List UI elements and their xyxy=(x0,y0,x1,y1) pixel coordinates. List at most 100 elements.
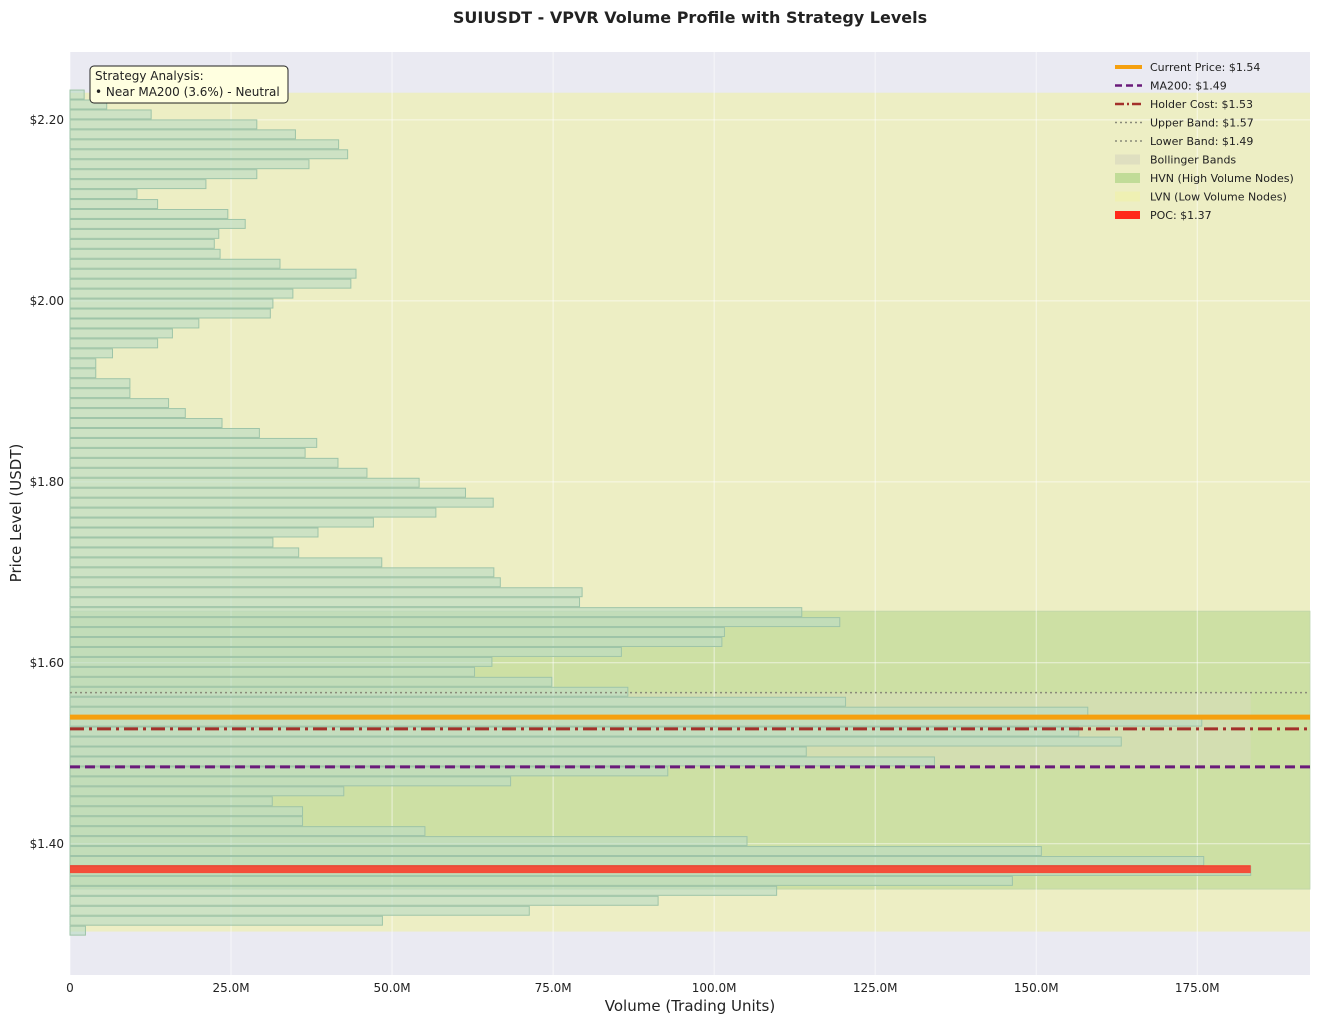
volume-bar xyxy=(69,328,173,339)
legend-entry: Holder Cost: $1.53 xyxy=(1150,98,1253,111)
volume-bar xyxy=(69,228,220,239)
x-tick-label: 0 xyxy=(66,981,74,995)
volume-bar xyxy=(69,89,85,100)
volume-bar xyxy=(69,119,258,130)
volume-bar xyxy=(69,537,274,548)
volume-bar xyxy=(69,836,748,847)
volume-bar xyxy=(69,676,553,687)
y-axis-ticks: $1.40 $1.60 $1.80 $2.00 $2.20 xyxy=(30,113,64,851)
volume-bar xyxy=(69,427,260,438)
y-tick-label: $1.80 xyxy=(30,475,64,489)
volume-bar xyxy=(69,786,345,797)
legend-entry: Bollinger Bands xyxy=(1150,154,1236,167)
volume-bar xyxy=(69,646,622,657)
volume-bar xyxy=(69,637,723,647)
legend-entry: HVN (High Volume Nodes) xyxy=(1150,172,1294,185)
legend-swatch xyxy=(1115,211,1140,219)
legend: Current Price: $1.54 MA200: $1.49 Holder C… xyxy=(1115,61,1294,222)
volume-bar xyxy=(69,318,200,329)
y-tick-label: $2.20 xyxy=(30,113,64,127)
x-tick-label: 175.0M xyxy=(1175,981,1220,995)
chart-title: SUIUSDT - VPVR Volume Profile with Strat… xyxy=(453,8,927,27)
volume-bar xyxy=(69,368,97,379)
volume-bar xyxy=(69,547,300,558)
volume-bar xyxy=(69,209,229,219)
x-tick-label: 25.0M xyxy=(212,981,249,995)
volume-bar xyxy=(69,308,271,319)
x-axis-ticks: 0 25.0M 50.0M 75.0M 100.0M 125.0M 150.0M 175.0M xyxy=(66,981,1219,995)
volume-bar xyxy=(69,298,274,309)
volume-bar xyxy=(69,238,215,249)
x-tick-label: 125.0M xyxy=(853,981,898,995)
x-tick-label: 50.0M xyxy=(374,981,411,995)
volume-bar xyxy=(69,617,841,628)
volume-bar xyxy=(69,567,495,578)
volume-bar xyxy=(69,109,152,120)
legend-entry: Upper Band: $1.57 xyxy=(1150,117,1254,130)
volume-bar xyxy=(69,278,352,289)
volume-bar xyxy=(69,895,659,906)
volume-bar xyxy=(69,696,847,707)
volume-bar xyxy=(69,597,581,608)
legend-entry: LVN (Low Volume Nodes) xyxy=(1150,191,1287,204)
x-tick-label: 150.0M xyxy=(1014,981,1059,995)
volume-bar xyxy=(69,378,131,389)
volume-bar xyxy=(69,885,778,896)
volume-bar xyxy=(69,169,258,180)
x-tick-label: 100.0M xyxy=(692,981,737,995)
volume-bar xyxy=(69,408,186,419)
volume-bar xyxy=(69,388,131,399)
volume-bar xyxy=(69,268,357,279)
strategy-annotation: Strategy Analysis: • Near MA200 (3.6%) -… xyxy=(89,65,289,104)
poc-bar xyxy=(70,865,1251,874)
volume-bar xyxy=(69,418,223,428)
legend-entry: Lower Band: $1.49 xyxy=(1150,135,1253,148)
volume-bar xyxy=(69,875,1013,886)
volume-bar xyxy=(69,467,368,478)
volume-bar xyxy=(69,577,501,588)
volume-bar xyxy=(69,915,383,926)
annotation-box xyxy=(89,65,289,104)
volume-bar xyxy=(69,816,304,827)
volume-bar xyxy=(69,487,467,498)
volume-bar xyxy=(69,726,1080,737)
volume-bar xyxy=(69,129,296,140)
volume-bar xyxy=(69,437,318,448)
legend-entry: POC: $1.37 xyxy=(1150,209,1212,222)
volume-bar xyxy=(69,348,114,359)
volume-bar xyxy=(69,139,340,150)
volume-bar xyxy=(69,457,339,468)
volume-bar xyxy=(69,766,669,777)
volume-bar xyxy=(69,199,159,210)
volume-bar xyxy=(69,587,583,598)
volume-bar xyxy=(69,358,97,369)
volume-bar xyxy=(69,627,725,638)
legend-swatch xyxy=(1115,154,1140,165)
volume-bar xyxy=(69,159,310,170)
volume-bar xyxy=(69,756,935,767)
x-axis-label: Volume (Trading Units) xyxy=(605,997,775,1015)
volume-bar xyxy=(69,686,629,697)
volume-bars xyxy=(69,89,1252,936)
y-tick-label: $2.00 xyxy=(30,294,64,308)
volume-bar xyxy=(69,527,319,538)
volume-bar xyxy=(69,288,294,299)
volume-bar xyxy=(69,746,807,757)
volume-bar xyxy=(69,846,1042,857)
legend-entry: MA200: $1.49 xyxy=(1150,80,1227,93)
volume-bar xyxy=(69,856,1205,866)
volume-bar xyxy=(69,398,170,409)
strategy-levels xyxy=(70,691,1310,874)
volume-bar xyxy=(69,149,349,160)
volume-bar xyxy=(69,477,420,488)
volume-bar xyxy=(69,507,437,518)
volume-bar xyxy=(69,925,86,936)
volume-bar xyxy=(69,517,374,528)
annotation-line: • Near MA200 (3.6%) - Neutral xyxy=(95,85,280,99)
volume-bar xyxy=(69,258,281,269)
volume-bar xyxy=(69,557,383,568)
volume-bar xyxy=(69,656,493,667)
volume-bar xyxy=(69,806,304,817)
volume-bar xyxy=(69,189,138,200)
